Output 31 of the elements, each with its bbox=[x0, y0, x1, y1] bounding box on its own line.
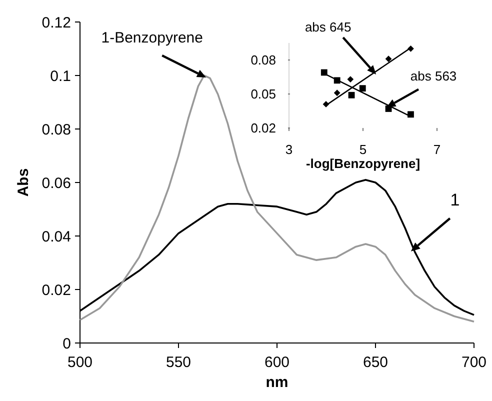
x-axis-title: nm bbox=[266, 374, 288, 391]
point bbox=[385, 56, 392, 62]
point bbox=[408, 111, 414, 118]
x-tick-label: 3 bbox=[285, 142, 293, 157]
point bbox=[334, 90, 340, 96]
x-axis-title: -log[Benzopyrene] bbox=[306, 156, 420, 171]
x-tick-label: 600 bbox=[264, 354, 290, 371]
y-tick-label: 0.02 bbox=[250, 120, 276, 136]
point bbox=[347, 76, 354, 82]
x-tick-label: 500 bbox=[67, 354, 93, 371]
y-tick-label: 0.1 bbox=[50, 68, 71, 85]
y-tick-label: 0.04 bbox=[42, 228, 71, 246]
annotation: 1 bbox=[450, 190, 460, 210]
x-tick-label: 700 bbox=[461, 354, 487, 371]
x-tick-label: 5 bbox=[359, 142, 367, 157]
x-tick-label: 7 bbox=[433, 142, 441, 157]
y-tick-label: 0 bbox=[62, 335, 71, 352]
y-tick-label: 0.12 bbox=[42, 14, 71, 32]
annotation: 1-Benzopyrene bbox=[101, 30, 203, 46]
y-tick-label: 0.02 bbox=[42, 282, 71, 299]
annotation: abs 563 bbox=[410, 68, 457, 84]
y-axis-title: Abs bbox=[15, 168, 32, 197]
annotation: abs 645 bbox=[304, 19, 352, 34]
y-tick-label: 0.08 bbox=[42, 121, 71, 138]
x-tick-label: 550 bbox=[166, 354, 192, 371]
point bbox=[348, 92, 355, 98]
point bbox=[359, 85, 366, 92]
y-tick-label: 0.05 bbox=[250, 86, 276, 102]
y-tick-label: 0.06 bbox=[42, 174, 71, 192]
x-tick-label: 650 bbox=[362, 354, 388, 371]
y-tick-label: 0.08 bbox=[250, 52, 276, 68]
